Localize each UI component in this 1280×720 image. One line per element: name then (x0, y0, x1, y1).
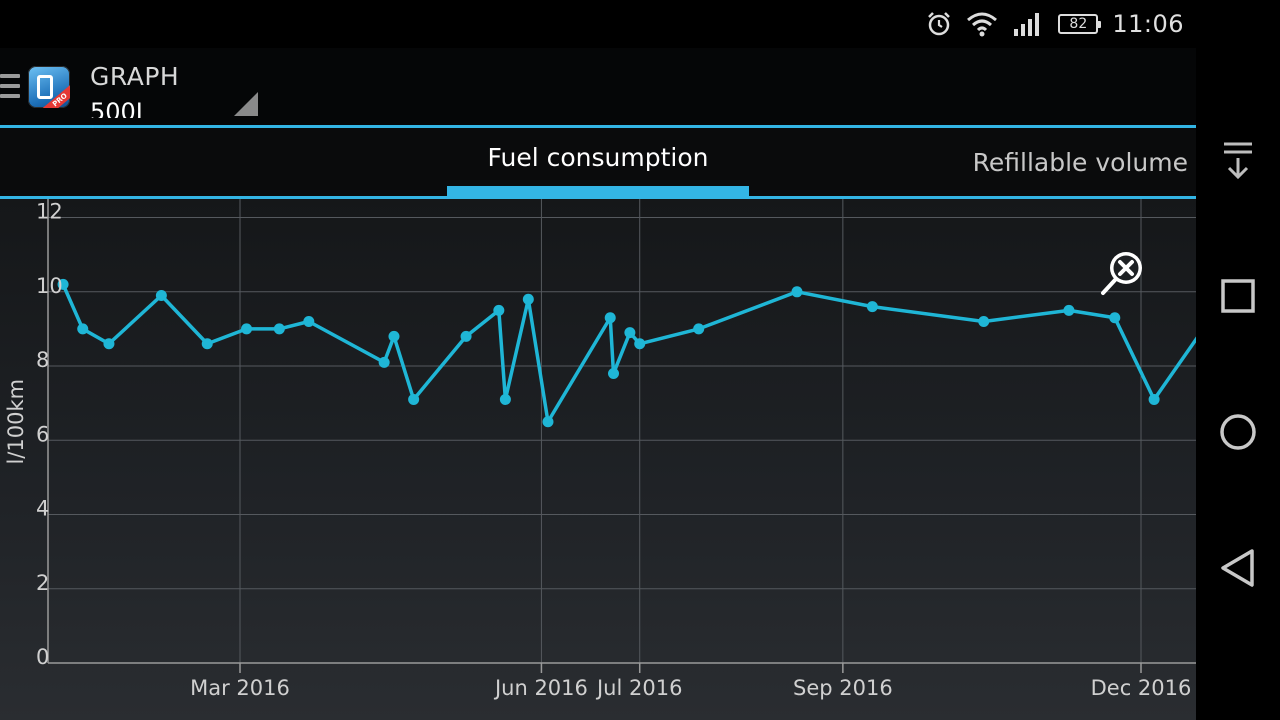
x-tick-label: Mar 2016 (190, 676, 290, 700)
data-point[interactable] (273, 323, 285, 335)
tab-indicator (447, 186, 749, 196)
data-point[interactable] (378, 356, 390, 368)
chart-area[interactable]: 0 2 4 6 8 10 12 Mar 2016 Jun 2016 Jul 2016 Sep 201… (0, 199, 1196, 720)
signal-icon (1014, 13, 1040, 36)
data-point[interactable] (57, 278, 69, 290)
battery-icon: 82 (1058, 14, 1102, 34)
data-point[interactable] (866, 301, 878, 313)
data-point[interactable] (634, 338, 646, 350)
app-bar-divider (0, 125, 1196, 128)
fuel-consumption-chart[interactable]: 0 2 4 6 8 10 12 Mar 2016 Jun 2016 Jul 2016 Sep 201… (0, 199, 1196, 720)
data-point[interactable] (1109, 312, 1121, 324)
app-logo-icon[interactable]: PRO (28, 66, 70, 108)
y-axis-label: l/100km (4, 379, 28, 465)
data-point[interactable] (303, 315, 315, 327)
y-tick-label: 4 (36, 497, 49, 521)
tab-bar-divider (0, 196, 1196, 199)
series-line (61, 283, 1196, 424)
data-point[interactable] (388, 330, 400, 342)
wifi-icon (967, 12, 998, 37)
back-icon[interactable] (1196, 532, 1280, 604)
vehicle-selector[interactable]: 500L (90, 98, 150, 118)
app-bar (0, 48, 1196, 126)
data-point[interactable] (542, 416, 554, 428)
recents-icon[interactable] (1196, 260, 1280, 332)
x-tick-label: Jun 2016 (493, 676, 588, 700)
notification-pull-icon[interactable] (1196, 124, 1280, 196)
zoom-reset-icon[interactable] (1098, 248, 1150, 300)
data-point[interactable] (499, 393, 511, 405)
data-point[interactable] (522, 293, 534, 305)
data-point[interactable] (624, 327, 636, 339)
y-tick-label: 10 (36, 274, 63, 298)
x-tick-label: Sep 2016 (793, 676, 893, 700)
page-title: GRAPH (90, 62, 180, 91)
data-point[interactable] (201, 338, 213, 350)
spinner-arrow-icon[interactable] (234, 92, 258, 116)
data-point[interactable] (408, 393, 420, 405)
status-bar: 82 11:06 (0, 0, 1196, 48)
y-tick-label: 0 (36, 645, 49, 669)
tab-bar (0, 128, 1196, 196)
navigation-bar (1196, 0, 1280, 720)
data-point[interactable] (608, 367, 620, 379)
data-point[interactable] (460, 330, 472, 342)
data-point[interactable] (1148, 393, 1160, 405)
data-point[interactable] (103, 338, 115, 350)
tab-fuel-consumption[interactable]: Fuel consumption (487, 142, 709, 172)
status-time: 11:06 (1112, 10, 1184, 38)
y-tick-label: 12 (36, 200, 63, 224)
data-point[interactable] (791, 286, 803, 298)
data-point[interactable] (1063, 304, 1075, 316)
y-tick-label: 2 (36, 571, 49, 595)
status-icons: 82 11:06 (926, 8, 1184, 40)
menu-icon[interactable] (0, 74, 20, 104)
data-point[interactable] (693, 323, 705, 335)
data-point[interactable] (978, 315, 990, 327)
data-point[interactable] (604, 312, 616, 324)
y-tick-label: 8 (36, 348, 49, 372)
tab-refillable-volume[interactable]: Refillable volume (972, 147, 1188, 177)
battery-level: 82 (1069, 16, 1088, 32)
alarm-icon (928, 12, 951, 36)
y-tick-label: 6 (36, 422, 49, 446)
x-tick-label: Dec 2016 (1091, 676, 1192, 700)
x-tick-label: Jul 2016 (595, 676, 682, 700)
data-point[interactable] (241, 323, 253, 335)
home-icon[interactable] (1196, 396, 1280, 468)
data-point[interactable] (493, 304, 505, 316)
data-point[interactable] (155, 290, 167, 302)
data-point[interactable] (77, 323, 89, 335)
